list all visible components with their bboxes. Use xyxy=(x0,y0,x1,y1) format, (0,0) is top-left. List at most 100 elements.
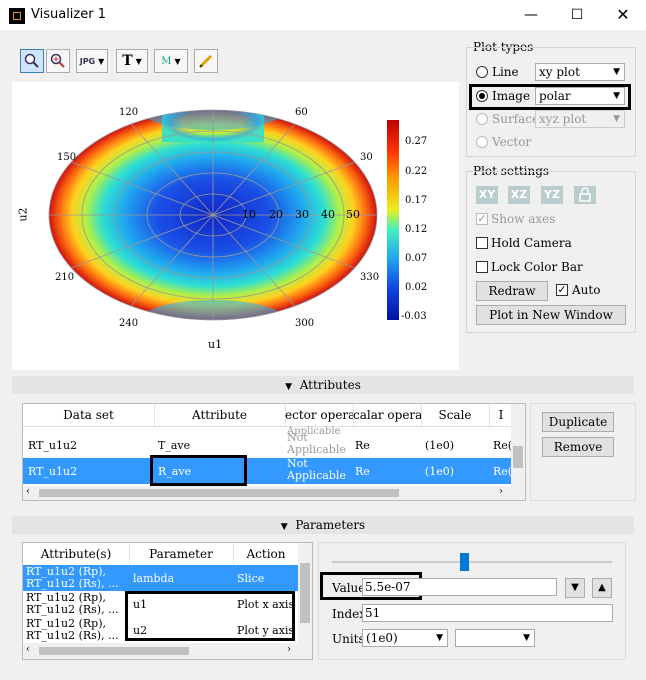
value-field[interactable]: 5.5e-07 xyxy=(362,578,557,596)
attributes-section-header[interactable]: ▼ Attributes xyxy=(12,376,634,394)
line-radio[interactable] xyxy=(476,66,488,78)
radial-label: 50 xyxy=(346,208,360,221)
plot-canvas[interactable]: 120 60 150 30 210 330 240 300 10 20 30 4… xyxy=(12,82,459,370)
export-image-button[interactable]: JPG ▼ xyxy=(76,49,108,73)
text-tool-button[interactable]: T ▼ xyxy=(116,49,148,73)
magnifier-icon xyxy=(24,53,39,68)
y-axis-label: u2 xyxy=(16,207,30,222)
marker-tool-button[interactable]: M ▼ xyxy=(154,49,188,73)
parameters-vscrollbar[interactable] xyxy=(298,543,312,643)
col-scale[interactable]: Scale xyxy=(421,404,490,426)
view-xy-button: XY xyxy=(476,186,498,204)
r-ave-highlight xyxy=(150,455,247,486)
title-bar xyxy=(0,0,646,30)
app-icon xyxy=(9,8,25,24)
units-select[interactable]: (1e0) ▼ xyxy=(362,629,448,647)
index-field[interactable]: 51 xyxy=(362,604,613,622)
scroll-right-icon[interactable]: › xyxy=(499,486,503,497)
attributes-grid[interactable]: Data set Attribute ector operatic calar … xyxy=(22,403,526,501)
increment-button[interactable]: ▲ xyxy=(592,578,612,598)
image-type-select[interactable]: polar ▼ xyxy=(535,87,625,105)
col-action[interactable]: Action xyxy=(246,547,286,561)
decrement-button[interactable]: ▼ xyxy=(565,578,585,598)
col-scalar-op[interactable]: calar operatic xyxy=(353,404,422,426)
lock-color-bar-checkbox[interactable] xyxy=(476,261,488,273)
colorbar-tick: 0.12 xyxy=(405,224,428,235)
attributes-hscrollbar[interactable]: ‹ › xyxy=(23,486,525,500)
chevron-down-icon: ▼ xyxy=(613,91,620,101)
table-row-selected[interactable]: RT_u1u2 R_ave Not Applicable Re (1e0) Re… xyxy=(23,458,513,484)
table-row[interactable]: RT_u1u2 (Rp), RT_u1u2 (Rs), ... u2 Plot … xyxy=(26,618,295,642)
angle-label: 120 xyxy=(119,107,139,118)
chevron-down-icon: ▼ xyxy=(436,633,443,643)
hold-camera-checkbox[interactable] xyxy=(476,237,488,249)
dropdown-arrow-icon: ▼ xyxy=(98,56,105,66)
parameter-slice-panel xyxy=(318,542,626,660)
angle-label: 30 xyxy=(360,152,373,163)
slice-slider-track[interactable] xyxy=(332,561,612,563)
angle-label: 330 xyxy=(360,272,380,283)
value-label: Value xyxy=(332,581,366,595)
vector-radio xyxy=(476,136,488,148)
maximize-button[interactable]: ☐ xyxy=(570,7,584,23)
show-axes-label: Show axes xyxy=(491,212,556,226)
col-dataset[interactable]: Data set xyxy=(23,404,155,426)
colorbar-tick: 0.22 xyxy=(405,166,428,177)
duplicate-button[interactable]: Duplicate xyxy=(542,412,614,432)
units-label: Units xyxy=(332,632,365,646)
text-icon: T xyxy=(122,53,133,69)
table-row-selected[interactable]: RT_u1u2 (Rp), RT_u1u2 (Rs), ... lambda S… xyxy=(23,565,299,591)
table-row[interactable]: RT_u1u2 (Rp), RT_u1u2 (Rs), ... u1 Plot … xyxy=(26,592,295,616)
units-secondary-select[interactable]: ▼ xyxy=(455,629,535,647)
dropdown-arrow-icon: ▼ xyxy=(135,56,142,66)
collapse-triangle-icon: ▼ xyxy=(280,522,288,532)
plot-new-window-button[interactable]: Plot in New Window xyxy=(476,305,626,325)
line-type-select[interactable]: xy plot ▼ xyxy=(535,63,625,81)
auto-checkbox[interactable]: ✓ xyxy=(556,283,568,296)
image-highlight xyxy=(469,84,631,110)
zoom-plus-icon xyxy=(50,53,65,68)
col-vector-op[interactable]: ector operatic xyxy=(285,404,354,426)
scroll-right-icon[interactable]: › xyxy=(287,644,291,655)
radial-label: 40 xyxy=(321,208,335,221)
scroll-left-icon[interactable]: ‹ xyxy=(26,644,30,655)
colorbar-tick: 0.07 xyxy=(405,253,428,264)
marker-icon: M xyxy=(161,55,172,67)
color-bar xyxy=(387,120,399,320)
chevron-down-icon: ▼ xyxy=(523,633,530,643)
col-extra[interactable]: I xyxy=(498,408,504,422)
close-button[interactable]: ✕ xyxy=(616,5,630,24)
col-attributes[interactable]: Attribute(s) xyxy=(23,543,130,565)
line-label: Line xyxy=(492,65,519,79)
col-attribute[interactable]: Attribute xyxy=(154,404,286,426)
parameters-hscrollbar[interactable]: ‹ › xyxy=(23,643,312,659)
zoom-in-button[interactable] xyxy=(20,49,44,73)
index-label: Index xyxy=(332,607,367,621)
angle-label: 300 xyxy=(295,318,315,329)
chevron-down-icon: ▼ xyxy=(613,114,620,124)
image-radio[interactable] xyxy=(476,90,488,102)
surface-label: Surface xyxy=(492,112,540,126)
colorbar-tick: 0.17 xyxy=(405,195,428,206)
lock-icon xyxy=(579,187,591,202)
scroll-left-icon[interactable]: ‹ xyxy=(26,486,30,497)
remove-button[interactable]: Remove xyxy=(542,437,614,457)
colorbar-tick: -0.03 xyxy=(401,311,427,322)
pencil-icon xyxy=(199,54,213,68)
redraw-button[interactable]: Redraw xyxy=(476,281,548,301)
pencil-tool-button[interactable] xyxy=(194,49,218,73)
collapse-triangle-icon: ▼ xyxy=(285,382,293,392)
radial-label: 30 xyxy=(295,208,309,221)
col-parameter[interactable]: Parameter xyxy=(129,543,234,565)
parameters-section-header[interactable]: ▼ Parameters xyxy=(12,516,634,534)
triangle-up-icon: ▲ xyxy=(598,582,606,593)
zoom-region-button[interactable] xyxy=(46,49,70,73)
colorbar-tick: 0.02 xyxy=(405,282,428,293)
plot-settings-group xyxy=(466,171,636,333)
attributes-vscrollbar[interactable] xyxy=(511,404,525,486)
table-row[interactable]: RT_u1u2 T_ave Not Applicable Re (1e0) Re… xyxy=(28,432,513,456)
lock-view-button xyxy=(574,186,596,204)
slice-slider-thumb[interactable] xyxy=(459,553,469,571)
surface-radio xyxy=(476,113,488,125)
minimize-button[interactable]: — xyxy=(524,7,538,23)
